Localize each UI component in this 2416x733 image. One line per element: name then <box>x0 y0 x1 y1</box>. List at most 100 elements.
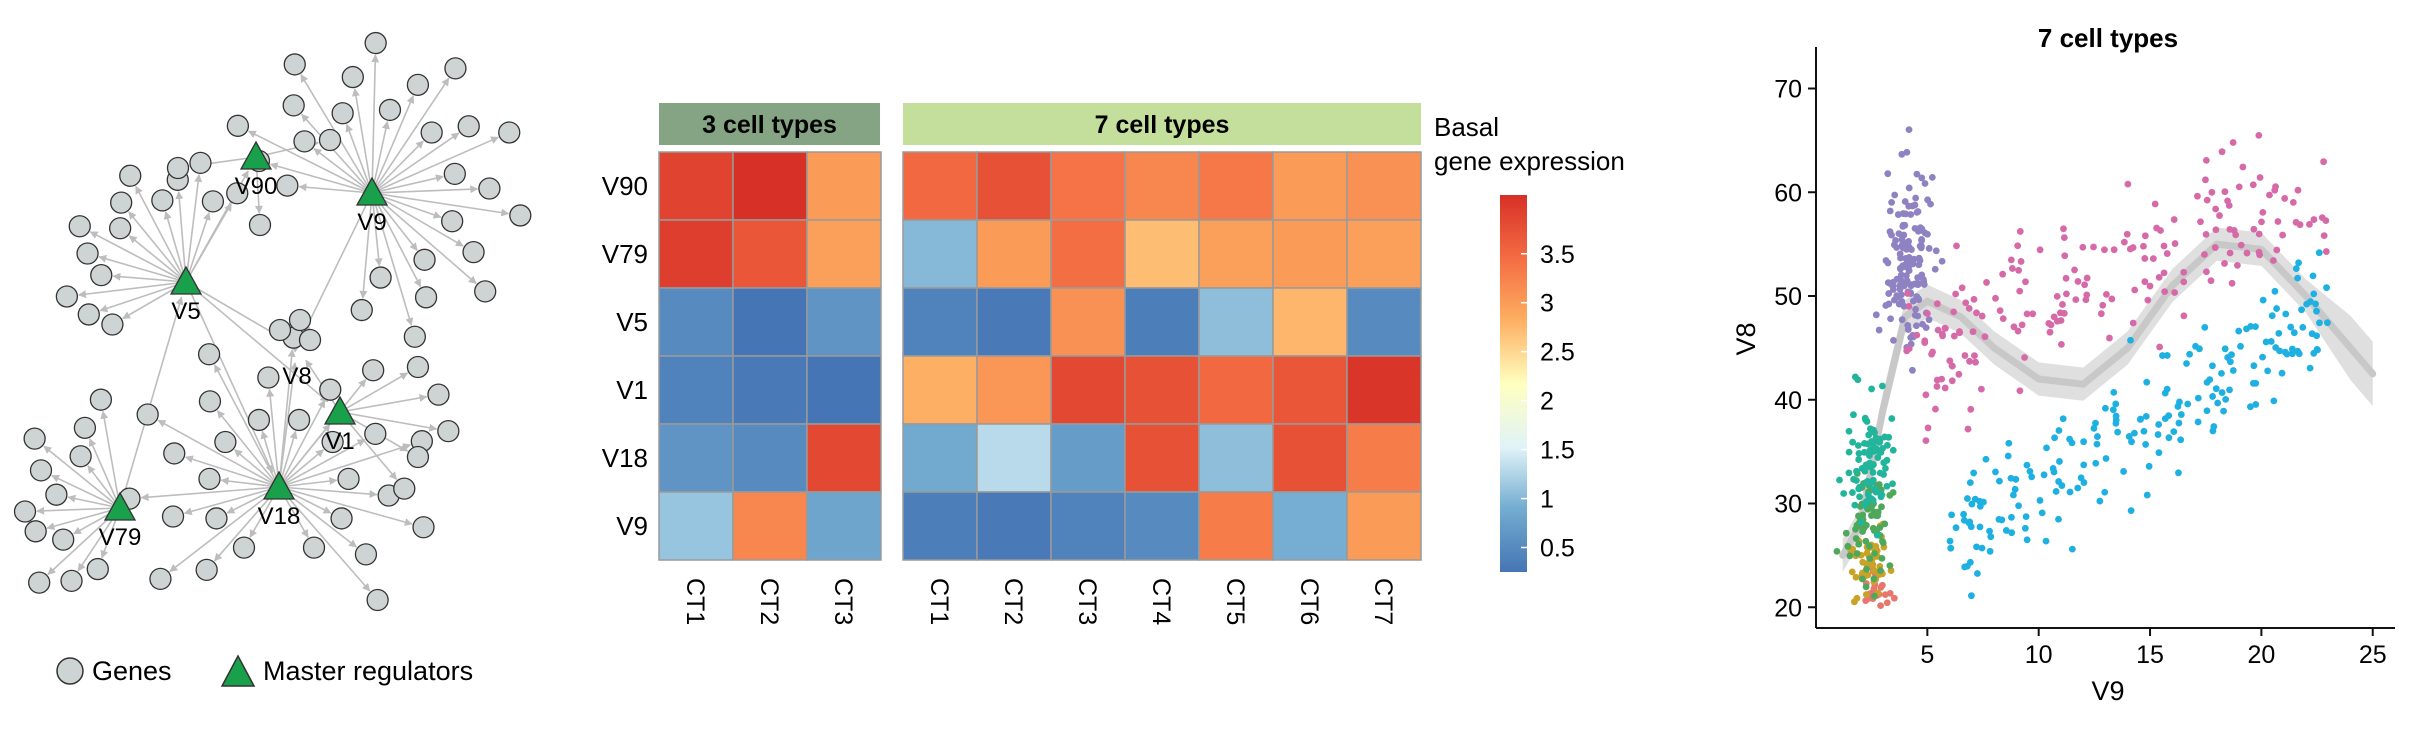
scatter-point <box>2203 196 2211 204</box>
scatter-point <box>2015 266 2023 274</box>
group2-header-title: 7 cell types <box>1095 111 1230 139</box>
scatter-point <box>1976 497 1983 505</box>
scatter-point <box>1880 471 1887 478</box>
scatter-point <box>2294 274 2302 282</box>
network-edge <box>185 281 329 403</box>
heatmap-cell <box>732 491 808 561</box>
scatter-point <box>2212 226 2220 234</box>
heatmap-cell <box>658 355 734 425</box>
scatter-point <box>2292 265 2300 272</box>
network-edge <box>43 445 121 509</box>
scatter-point <box>2252 401 2260 408</box>
scatter-point <box>1996 477 2003 485</box>
scatter-point <box>2125 433 2133 440</box>
scatter-point <box>2074 484 2082 492</box>
scatter-point <box>1973 543 1980 551</box>
scatter-point <box>1962 299 1970 307</box>
scatter-point <box>1896 250 1904 258</box>
network-edge <box>278 449 325 488</box>
scatter-point <box>1874 454 1882 461</box>
heatmap-column-label: CT5 <box>1221 578 1249 625</box>
scatter-point <box>2259 208 2267 216</box>
scatter-point <box>2264 367 2272 375</box>
heatmap-column-label: CT3 <box>1073 578 1101 625</box>
scatter-point <box>2072 296 2080 304</box>
network-edge <box>371 185 479 194</box>
scatter-point <box>1899 221 1907 229</box>
scatter-point <box>2163 385 2171 393</box>
gene-node <box>298 328 322 352</box>
scatter-point <box>1849 438 1857 446</box>
network-edge <box>157 419 280 488</box>
scatter-point <box>1885 300 1893 308</box>
heatmap-cell <box>1198 355 1274 425</box>
y-tick-label: 40 <box>1774 387 1802 415</box>
scatter-point <box>2043 444 2050 452</box>
x-tick-label: 15 <box>2136 641 2164 669</box>
colorbar-tick-label: 2.5 <box>1540 339 1575 367</box>
scatter-point <box>2289 350 2296 358</box>
network-edges <box>36 54 510 592</box>
scatter-point <box>2066 488 2074 496</box>
scatter-point <box>1947 544 1955 552</box>
network-edge <box>371 192 442 219</box>
scatter-point <box>1911 201 1919 209</box>
scatter-point <box>1978 544 1986 552</box>
scatter-point <box>1925 316 1933 324</box>
heatmap-cell <box>732 423 808 493</box>
gene-node <box>201 190 225 213</box>
scatter-point <box>2175 469 2182 477</box>
scatter-point <box>2129 319 2137 327</box>
gene-node <box>189 151 212 175</box>
scatter-point <box>1986 547 1994 555</box>
scatter-point <box>1876 489 1884 497</box>
scatter-point <box>2255 248 2263 256</box>
scatter-point <box>2259 353 2266 361</box>
scatter-point <box>2212 205 2220 213</box>
heatmap-cell <box>1050 151 1126 221</box>
scatter-point <box>2074 278 2082 285</box>
scatter-point <box>1921 339 1929 346</box>
network-edge <box>345 123 373 194</box>
scatter-point <box>1901 198 1909 205</box>
scatter-point <box>2177 411 2185 418</box>
network-edge <box>278 438 366 488</box>
gene-node <box>362 359 385 382</box>
scatter-point <box>2102 455 2110 462</box>
heatmap-cell <box>732 219 808 289</box>
scatter-point <box>1857 518 1865 526</box>
scatter-point <box>2080 461 2088 469</box>
network-edge <box>87 465 121 509</box>
heatmap-cell <box>1050 355 1126 425</box>
scatter-point <box>1905 202 1913 210</box>
scatter-point <box>1850 475 1857 483</box>
network-edge <box>88 438 121 509</box>
scatter-point <box>1907 211 1915 218</box>
scatter-point <box>2023 536 2031 544</box>
network-edge <box>278 443 412 488</box>
heatmap-cell <box>1198 219 1274 289</box>
scatter-point <box>2273 305 2280 312</box>
scatter-point <box>2128 438 2135 446</box>
y-tick-label: 70 <box>1774 76 1802 104</box>
scatter-point <box>1898 316 1906 324</box>
scatter-title: 7 cell types <box>2038 23 2178 53</box>
scatter-point <box>1931 265 1939 273</box>
scatter-point <box>1973 570 1981 577</box>
scatter-point <box>2229 367 2237 374</box>
heatmap-column-labels: CT1 CT2 CT3 CT1 CT2 CT3 CT4 CT5 CT6 CT7 <box>681 578 1397 625</box>
scatter-point <box>2053 317 2061 325</box>
scatter-point <box>2235 183 2243 191</box>
scatter-point <box>2221 345 2229 353</box>
network-edge <box>266 388 280 488</box>
network-edge <box>371 192 464 247</box>
scatter-point <box>1862 583 1870 591</box>
scatter-point <box>1870 567 1878 575</box>
scatter-point <box>2201 251 2208 258</box>
scatter-point <box>2320 232 2328 240</box>
scatter-point <box>2060 309 2068 317</box>
scatter-point <box>1888 199 1896 206</box>
scatter-point <box>1967 405 1975 413</box>
scatter-point <box>1922 437 1930 445</box>
scatter-point <box>2267 338 2275 345</box>
